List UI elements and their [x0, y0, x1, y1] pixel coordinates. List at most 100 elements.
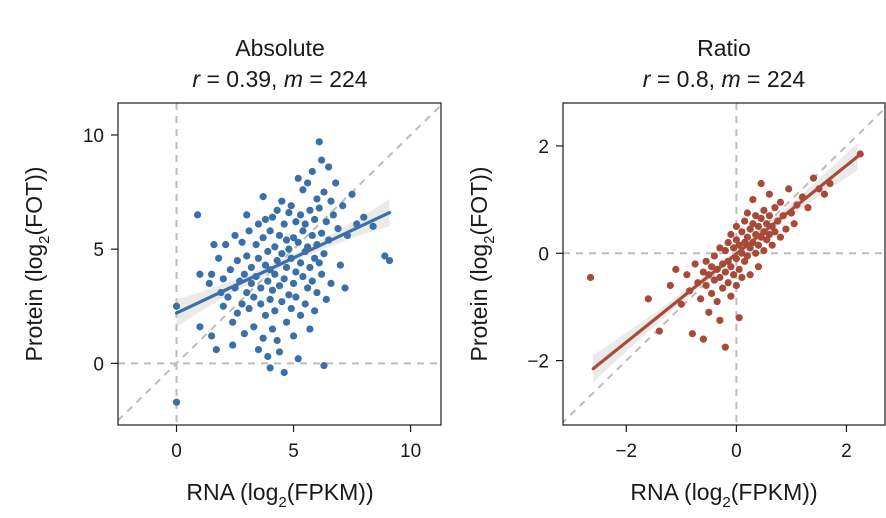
- x-tick-label: 0: [171, 441, 182, 462]
- data-point: [757, 214, 765, 222]
- data-point: [721, 343, 729, 351]
- data-point: [771, 228, 779, 236]
- y-tick-label: 0: [93, 354, 104, 375]
- data-point: [672, 265, 680, 273]
- data-point: [266, 364, 274, 372]
- data-point: [292, 268, 300, 276]
- data-point: [348, 190, 356, 198]
- data-point: [697, 295, 705, 303]
- x-tick-label: 2: [841, 441, 852, 462]
- data-point: [240, 270, 248, 278]
- absolute-r-value: 0.39: [226, 66, 271, 92]
- data-point: [754, 222, 763, 231]
- data-point: [240, 330, 248, 338]
- data-point: [688, 330, 696, 338]
- data-point: [677, 300, 685, 308]
- data-point: [264, 247, 272, 256]
- absolute-panel: Absolute r = 0.39, m = 224 0 5 10 0 5 10 RNA…: [21, 35, 442, 511]
- data-point: [746, 271, 754, 279]
- absolute-plot-frame: [117, 102, 442, 426]
- data-point: [259, 334, 267, 342]
- data-point: [749, 220, 757, 228]
- data-point: [292, 293, 300, 301]
- data-point: [735, 265, 743, 273]
- data-point: [724, 279, 732, 287]
- data-point: [721, 268, 729, 276]
- data-point: [273, 206, 281, 214]
- data-point: [776, 233, 785, 241]
- x-tick-label: 10: [400, 441, 421, 462]
- data-point: [311, 307, 319, 315]
- data-point: [327, 279, 335, 288]
- y-tick-label: −2: [527, 352, 549, 373]
- data-point: [259, 234, 267, 242]
- data-point: [732, 281, 740, 290]
- data-point: [247, 279, 256, 288]
- data-point: [804, 204, 812, 212]
- data-point: [193, 211, 202, 219]
- data-point: [252, 240, 260, 249]
- data-point: [318, 270, 326, 278]
- data-point: [257, 284, 265, 292]
- x-tick-label: 0: [731, 441, 742, 462]
- data-point: [287, 304, 295, 313]
- absolute-plot-area: [118, 103, 441, 425]
- data-point: [763, 236, 771, 244]
- data-point: [746, 225, 754, 233]
- data-point: [308, 231, 316, 240]
- data-point: [275, 282, 284, 290]
- data-point: [280, 275, 288, 283]
- data-point: [315, 138, 323, 146]
- data-point: [243, 288, 251, 297]
- data-point: [306, 206, 314, 214]
- data-point: [749, 196, 757, 204]
- data-point: [702, 257, 710, 265]
- data-point: [727, 230, 735, 239]
- data-point: [306, 325, 314, 333]
- absolute-title: Absolute: [235, 35, 325, 61]
- data-point: [743, 233, 751, 241]
- data-point: [735, 241, 743, 249]
- data-point: [699, 335, 707, 343]
- data-point: [254, 220, 263, 228]
- data-point: [315, 259, 323, 267]
- data-point: [278, 250, 286, 258]
- data-point: [215, 254, 223, 262]
- data-point: [322, 218, 330, 226]
- data-point: [257, 300, 265, 308]
- data-point: [278, 197, 286, 205]
- absolute-x-ticks: 0 5 10: [171, 425, 421, 462]
- data-point: [655, 327, 663, 335]
- data-point: [289, 234, 298, 242]
- data-point: [285, 291, 293, 299]
- data-point: [782, 225, 790, 233]
- absolute-stats: r = 0.39, m = 224: [192, 66, 367, 92]
- data-point: [325, 163, 333, 171]
- data-point: [738, 228, 746, 236]
- data-point: [271, 307, 279, 315]
- data-point: [727, 292, 735, 300]
- ratio-m-value: 224: [767, 66, 806, 92]
- data-point: [820, 190, 829, 198]
- data-point: [735, 314, 743, 322]
- ratio-y-ticks: −2 0 2: [527, 137, 563, 373]
- data-point: [716, 316, 724, 324]
- data-point: [754, 241, 763, 249]
- data-point: [271, 270, 279, 278]
- data-point: [289, 279, 298, 288]
- data-point: [233, 256, 241, 265]
- data-point: [243, 252, 251, 260]
- data-point: [760, 246, 768, 255]
- absolute-fit-line: [174, 211, 392, 315]
- ratio-fit-line: [591, 155, 860, 371]
- absolute-y-ticks: 0 5 10: [83, 126, 118, 375]
- data-point: [245, 227, 253, 235]
- data-point: [259, 193, 267, 201]
- ratio-title: Ratio: [697, 35, 751, 61]
- data-point: [381, 252, 389, 260]
- ratio-plot-frame: [562, 102, 886, 426]
- data-point: [776, 198, 785, 206]
- data-point: [233, 309, 241, 317]
- data-point: [275, 348, 284, 356]
